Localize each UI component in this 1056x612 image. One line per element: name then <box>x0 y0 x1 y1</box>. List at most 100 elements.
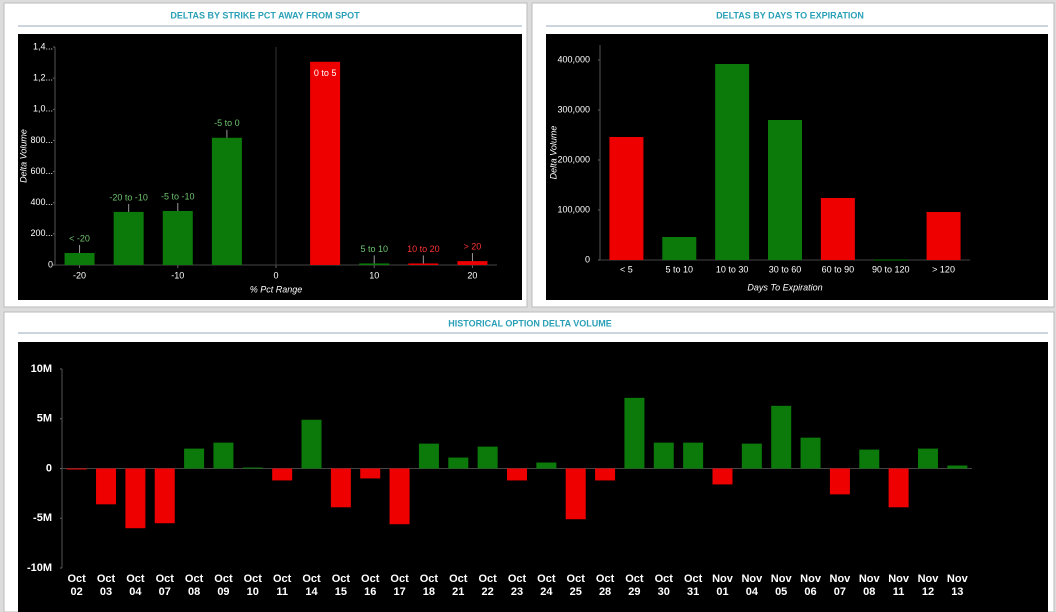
x-tick-label: Nov 01 <box>712 573 733 598</box>
x-axis-label: % Pct Range <box>250 284 303 294</box>
y-tick-label: 10M <box>31 363 52 375</box>
y-tick-label: 1,4... <box>33 41 53 51</box>
x-tick-label: Oct 24 <box>537 573 556 598</box>
x-tick-label: Oct 17 <box>390 573 409 598</box>
bar <box>242 467 263 469</box>
bar <box>873 259 908 261</box>
y-tick-label: 0 <box>46 462 52 474</box>
y-tick-label: 200... <box>30 228 53 238</box>
x-tick-label: Oct 30 <box>654 573 673 598</box>
bar-label: 10 to 20 <box>407 244 440 254</box>
bar <box>310 61 341 265</box>
bar <box>820 198 855 260</box>
x-tick-label: Oct 23 <box>507 573 527 598</box>
plot-area <box>18 342 1048 612</box>
y-tick-label: 1,2... <box>33 73 53 83</box>
bar <box>330 468 351 508</box>
bar-label: -5 to -10 <box>161 191 195 201</box>
x-axis-label: Days To Expiration <box>747 282 822 292</box>
x-tick-label: Oct 18 <box>419 573 439 598</box>
bar <box>448 457 469 469</box>
bar <box>859 449 880 469</box>
bar <box>389 468 410 525</box>
x-tick-label: 10 <box>369 270 379 280</box>
x-tick-label: Oct 11 <box>272 573 292 598</box>
bar <box>211 137 242 265</box>
x-tick-label: Nov 07 <box>829 573 851 598</box>
x-tick-label: Oct 10 <box>243 573 262 598</box>
bar <box>507 468 527 481</box>
bar-label: 5 to 10 <box>360 244 388 254</box>
x-tick-label: 60 to 90 <box>822 264 855 274</box>
bar <box>712 468 733 485</box>
bar <box>947 465 968 469</box>
bar <box>184 448 205 469</box>
bar <box>162 210 193 265</box>
bar <box>125 468 146 529</box>
y-tick-label: -10M <box>27 562 52 574</box>
bar <box>359 263 390 265</box>
x-tick-label: Oct 04 <box>126 573 145 598</box>
bar <box>829 468 850 495</box>
bar <box>653 442 674 469</box>
bar <box>771 405 792 469</box>
x-tick-label: Oct 03 <box>96 573 116 598</box>
x-tick-label: Nov 12 <box>917 573 939 598</box>
x-tick-label: Oct 16 <box>361 573 380 598</box>
x-tick-label: Nov 06 <box>800 573 821 598</box>
bar <box>768 120 802 260</box>
bar <box>113 211 144 265</box>
bar <box>213 442 234 469</box>
bar-label: < -20 <box>69 233 90 243</box>
bar <box>595 468 616 481</box>
x-tick-label: > 120 <box>932 264 955 274</box>
bar-label: 0 to 5 <box>314 68 337 78</box>
x-tick-label: < 5 <box>620 264 633 274</box>
plot-area <box>18 34 522 300</box>
x-tick-label: Oct 25 <box>566 573 585 598</box>
y-tick-label: 400,000 <box>557 54 590 64</box>
x-tick-label: 90 to 120 <box>872 264 910 274</box>
chart-title: DELTAS BY DAYS TO EXPIRATION <box>716 10 864 20</box>
bar <box>66 468 87 470</box>
x-tick-label: Oct 08 <box>184 573 204 598</box>
y-tick-label: 1,0... <box>33 104 53 114</box>
y-tick-label: 0 <box>585 254 590 264</box>
x-tick-label: Nov 13 <box>946 573 968 598</box>
bar <box>800 437 821 469</box>
y-tick-label: 300,000 <box>557 104 590 114</box>
bar <box>408 263 439 265</box>
bar <box>917 448 938 469</box>
y-axis-label: Delta Volume <box>18 129 28 183</box>
x-tick-label: 20 <box>467 270 477 280</box>
bar <box>888 468 909 508</box>
x-tick-label: -20 <box>73 270 86 280</box>
y-tick-label: 100,000 <box>557 204 590 214</box>
x-tick-label: Oct 21 <box>449 573 468 598</box>
x-tick-label: 10 to 30 <box>716 264 749 274</box>
x-tick-label: 5 to 10 <box>666 264 694 274</box>
x-tick-label: 30 to 60 <box>769 264 802 274</box>
bar <box>715 64 750 260</box>
x-tick-label: Nov 05 <box>770 573 792 598</box>
y-axis-label: Delta Volume <box>548 126 558 180</box>
y-tick-label: 600... <box>30 166 53 176</box>
bar-label: -20 to -10 <box>109 192 148 202</box>
x-tick-label: Nov 08 <box>858 573 880 598</box>
bar <box>536 462 557 469</box>
y-tick-label: 5M <box>37 413 52 425</box>
bar <box>418 443 439 469</box>
bar <box>609 137 644 260</box>
bar <box>96 468 117 505</box>
bar-label: > 20 <box>464 241 482 251</box>
chart-title: DELTAS BY STRIKE PCT AWAY FROM SPOT <box>170 10 360 20</box>
y-tick-label: -5M <box>33 512 52 524</box>
x-tick-label: Oct 29 <box>625 573 644 598</box>
y-tick-label: 800... <box>30 135 53 145</box>
bar <box>662 237 697 260</box>
x-tick-label: Oct 14 <box>302 573 321 598</box>
bar <box>154 468 175 524</box>
bar <box>477 446 498 469</box>
